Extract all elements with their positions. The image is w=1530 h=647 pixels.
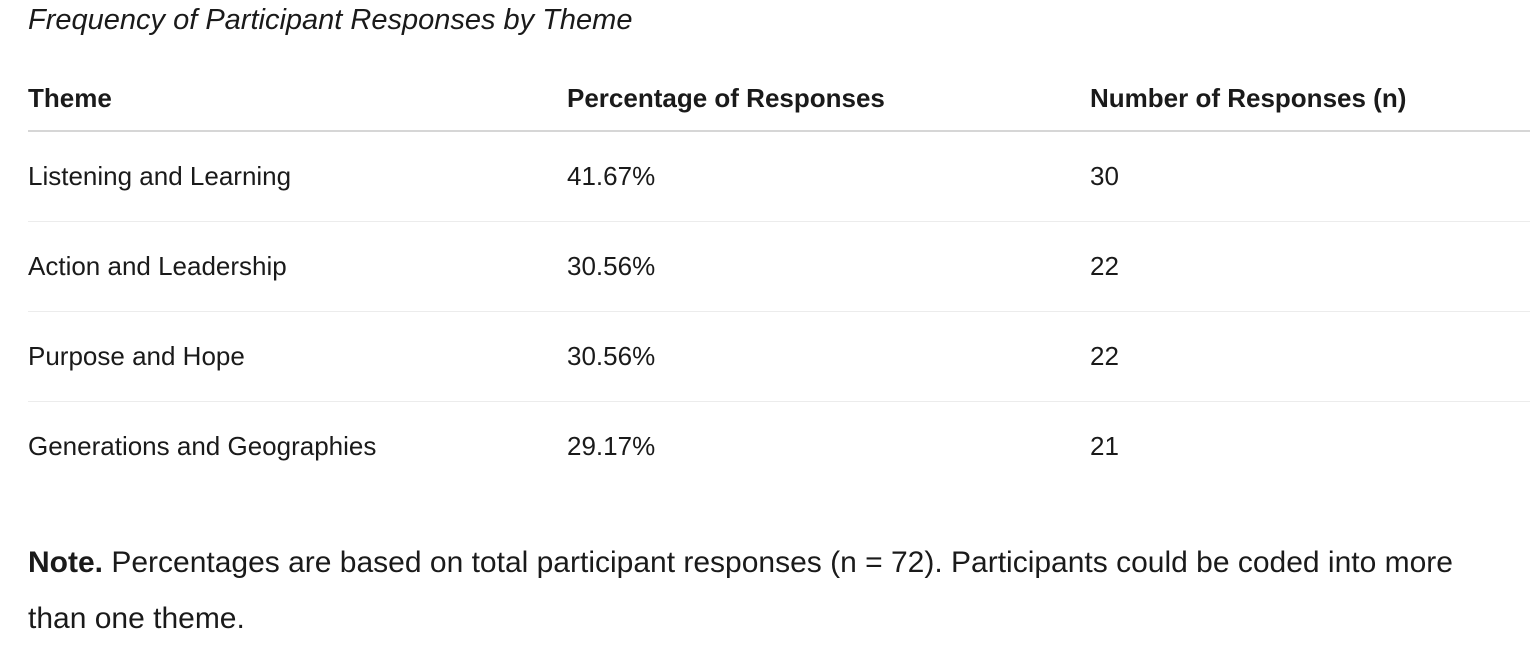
note-text: Percentages are based on total participa… — [28, 546, 1453, 635]
table-note: Note. Percentages are based on total par… — [28, 535, 1518, 647]
cell-count: 21 — [1090, 431, 1119, 461]
cell-percentage: 41.67% — [567, 131, 1090, 222]
cell-count: 30 — [1090, 131, 1530, 222]
header-theme: Theme — [28, 66, 567, 132]
cell-percentage: 30.56% — [567, 221, 1090, 312]
cell-theme: Listening and Learning — [28, 131, 567, 222]
table-row: Generations and Geographies 29.17% 21 — [28, 402, 1530, 492]
table-row: Action and Leadership 30.56% 22 — [28, 221, 1530, 312]
header-count: Number of Responses (n) — [1090, 66, 1530, 132]
cell-percentage: 30.56% — [567, 311, 1090, 402]
table-row: Purpose and Hope 30.56% 22 — [28, 311, 1530, 402]
cell-percentage: 29.17% — [567, 431, 656, 461]
cell-count: 22 — [1090, 221, 1530, 312]
header-percentage: Percentage of Responses — [567, 66, 1090, 132]
table-header-row: Theme Percentage of Responses Number of … — [28, 66, 1530, 132]
table-row: Listening and Learning 41.67% 30 — [28, 131, 1530, 222]
cell-count: 22 — [1090, 311, 1530, 402]
cell-theme: Purpose and Hope — [28, 311, 567, 402]
note-label: Note. — [28, 546, 103, 579]
cell-theme: Generations and Geographies — [28, 431, 377, 461]
theme-frequency-table: Theme Percentage of Responses Number of … — [28, 66, 1530, 491]
table-caption: Frequency of Participant Responses by Th… — [28, 4, 633, 36]
cell-theme: Action and Leadership — [28, 221, 567, 312]
